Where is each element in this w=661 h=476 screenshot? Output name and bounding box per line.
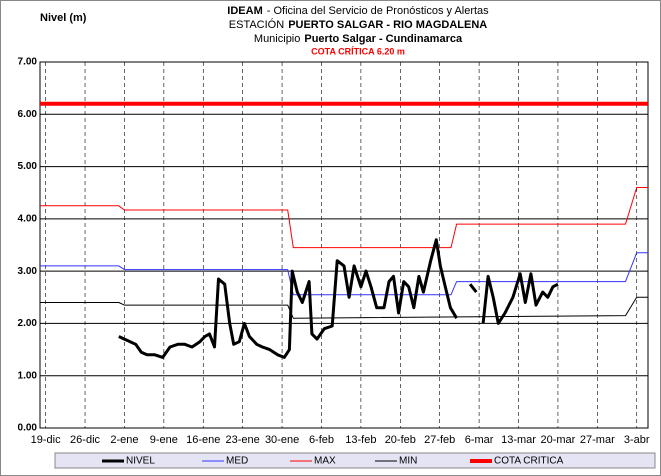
series-line — [40, 187, 648, 249]
x-tick-label: 19-dic — [31, 434, 61, 446]
x-tick-label: 26-dic — [70, 434, 100, 446]
x-tick-label: 27-mar — [580, 434, 615, 446]
x-tick-label: 16-ene — [186, 434, 220, 446]
title-line-1: IDEAM - Oficina del Servicio de Pronóstic… — [227, 5, 489, 17]
x-tick-label: 13-feb — [345, 434, 376, 446]
y-axis-label: Nivel (m) — [40, 12, 87, 24]
x-tick-label: 27-feb — [424, 434, 455, 446]
y-tick-label: 7.00 — [18, 57, 38, 68]
x-tick-label: 6-mar — [465, 434, 494, 446]
legend — [54, 452, 656, 469]
title-station-label: ESTACIÓN — [229, 18, 284, 31]
title-office: - Oficina del Servicio de Pronósticos y … — [267, 5, 489, 17]
x-tick-label: 6-feb — [309, 434, 334, 446]
y-tick-label: 3.00 — [18, 266, 38, 277]
plot-border — [39, 61, 649, 429]
y-tick-label: 5.00 — [18, 161, 38, 172]
x-tick-label: 9-ene — [150, 434, 178, 446]
x-tick-label: 20-mar — [541, 434, 576, 446]
y-tick-label: 2.00 — [18, 318, 38, 329]
title-critical: COTA CRÍTICA 6.20 m — [311, 46, 405, 56]
y-tick-label: 1.00 — [18, 370, 38, 381]
x-tick-label: 2-ene — [110, 434, 138, 446]
x-tick-label: 3-abr — [624, 434, 650, 446]
title-station: PUERTO SALGAR - RIO MAGDALENA — [288, 19, 487, 31]
legend-label: MIN — [399, 456, 417, 467]
plot-area — [40, 62, 648, 428]
legend-label: MAX — [314, 456, 336, 467]
y-tick-label: 6.00 — [18, 109, 38, 120]
title-municipality-label: Municipio — [254, 33, 300, 45]
legend-label: NIVEL — [126, 456, 155, 467]
legend-label: COTA CRITICA — [494, 456, 564, 467]
x-tick-label: 20-feb — [385, 434, 416, 446]
x-tick-label: 13-mar — [501, 434, 536, 446]
x-tick-label: 23-ene — [226, 434, 260, 446]
legend-label: MED — [226, 456, 248, 467]
x-tick-label: 30-ene — [265, 434, 299, 446]
y-tick-label: 4.00 — [18, 213, 38, 224]
title-line-3: Municipio Puerto Salgar - Cundinamarca — [254, 33, 463, 45]
series-line — [118, 238, 559, 359]
title-municipality: Puerto Salgar - Cundinamarca — [304, 33, 463, 45]
y-tick-label: 0.00 — [18, 423, 38, 434]
title-line-2: ESTACIÓN PUERTO SALGAR - RIO MAGDALENA — [229, 18, 487, 31]
title-org: IDEAM — [227, 5, 262, 17]
